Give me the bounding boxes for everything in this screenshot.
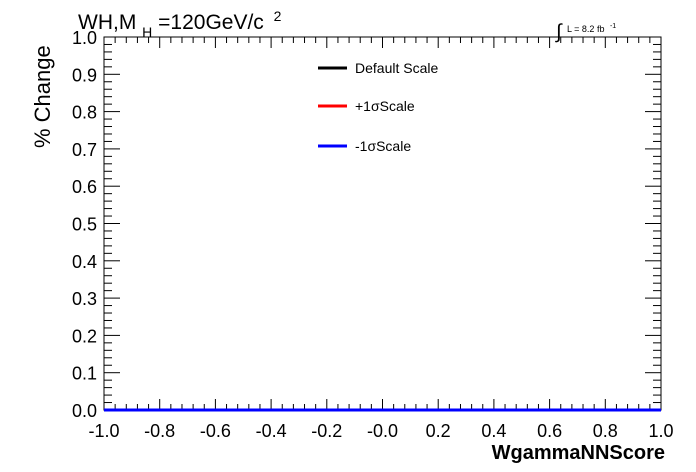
x-tick-label: -1.0	[88, 421, 119, 441]
x-tick-label: 0.8	[593, 421, 618, 441]
lumi-superscript: -1	[610, 23, 616, 30]
x-tick-label: -0.8	[144, 421, 175, 441]
x-tick-label: -0.2	[311, 421, 342, 441]
y-tick-label: 0.2	[72, 326, 97, 346]
y-tick-label: 0.7	[72, 140, 97, 160]
x-tick-label: 0.2	[426, 421, 451, 441]
x-tick-label: 1.0	[648, 421, 673, 441]
y-tick-label: 0.0	[72, 401, 97, 421]
y-tick-label: 0.6	[72, 177, 97, 197]
title-superscript: 2	[274, 8, 282, 24]
x-tick-label: 0.6	[537, 421, 562, 441]
y-tick-label: 0.9	[72, 65, 97, 85]
x-tick-label: -0.0	[367, 421, 398, 441]
x-tick-label: -0.4	[256, 421, 287, 441]
lumi-text: L = 8.2 fb	[567, 24, 604, 34]
y-tick-label: 0.4	[72, 252, 97, 272]
x-tick-label: 0.4	[481, 421, 506, 441]
y-tick-label: 0.5	[72, 215, 97, 235]
y-tick-label: 0.1	[72, 364, 97, 384]
title-rest: =120GeV/c	[158, 11, 264, 34]
y-axis-title: % Change	[30, 45, 55, 148]
x-tick-label: -0.6	[200, 421, 231, 441]
chart-title: WH,M H =120GeV/c 2	[78, 8, 282, 42]
x-axis-title: WgammaNNScore	[492, 442, 665, 464]
y-tick-label: 0.8	[72, 103, 97, 123]
lumi-label: L = 8.2 fb -1	[567, 23, 616, 34]
legend-label: -1σScale	[355, 138, 411, 154]
axis-ticks: -1.0 -0.8 -0.6 -0.4 -0.2 -0.0 0.2 0.4 0.6 0.8 1.0 0…	[72, 28, 674, 441]
title-subscript: H	[142, 24, 152, 40]
y-tick-label: 1.0	[72, 28, 97, 48]
legend-label: +1σScale	[355, 98, 415, 114]
y-tick-label: 0.3	[72, 289, 97, 309]
title-main: WH,M	[78, 11, 136, 34]
legend-label: Default Scale	[355, 60, 438, 76]
legend: Default Scale +1σScale -1σScale	[318, 60, 438, 154]
lumi-integral: ∫	[555, 21, 563, 43]
plot-frame	[103, 36, 662, 411]
